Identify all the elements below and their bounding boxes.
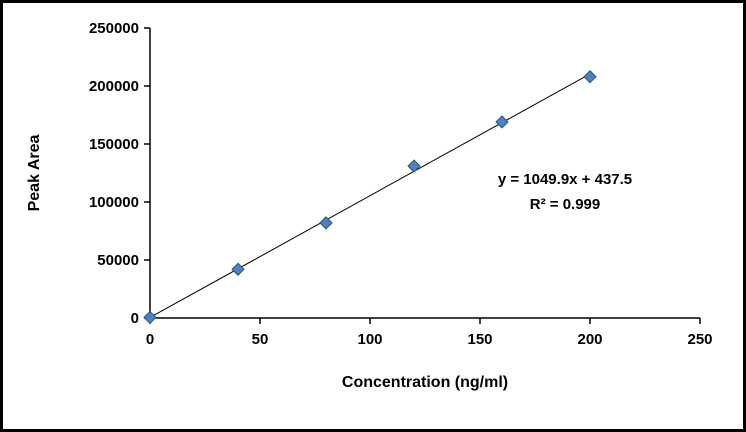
y-tick-label: 100000 bbox=[89, 194, 139, 211]
x-tick-label: 250 bbox=[687, 331, 712, 348]
data-point-diamond bbox=[231, 262, 245, 276]
data-point-diamond bbox=[143, 310, 157, 325]
data-point-diamond bbox=[407, 159, 421, 173]
x-tick-label: 200 bbox=[577, 331, 602, 348]
plot-area: 0 50 100 150 200 250 0 50000 100000 150000 200000 2… bbox=[89, 20, 713, 348]
data-point-diamond bbox=[583, 70, 597, 84]
data-point-diamond bbox=[319, 216, 333, 230]
y-tick-label: 150000 bbox=[89, 136, 139, 153]
calibration-curve-chart: 0 50 100 150 200 250 0 50000 100000 150000 200000 2… bbox=[26, 20, 713, 391]
trendline-equation: y = 1049.9x + 437.5 bbox=[498, 171, 632, 188]
y-tick-label: 0 bbox=[131, 310, 139, 327]
trendline bbox=[149, 73, 591, 318]
data-point-diamond bbox=[495, 115, 509, 129]
x-tick-label: 150 bbox=[467, 331, 492, 348]
x-axis-title: Concentration (ng/ml) bbox=[342, 374, 508, 391]
y-tick-label: 50000 bbox=[97, 252, 139, 269]
trendline-r-squared: R² = 0.999 bbox=[530, 196, 600, 213]
y-axis-title: Peak Area bbox=[26, 135, 43, 212]
x-tick-label: 100 bbox=[357, 331, 382, 348]
y-tick-label: 250000 bbox=[89, 20, 139, 37]
y-tick-label: 200000 bbox=[89, 78, 139, 95]
x-tick-label: 50 bbox=[252, 331, 269, 348]
x-tick-label: 0 bbox=[146, 331, 154, 348]
